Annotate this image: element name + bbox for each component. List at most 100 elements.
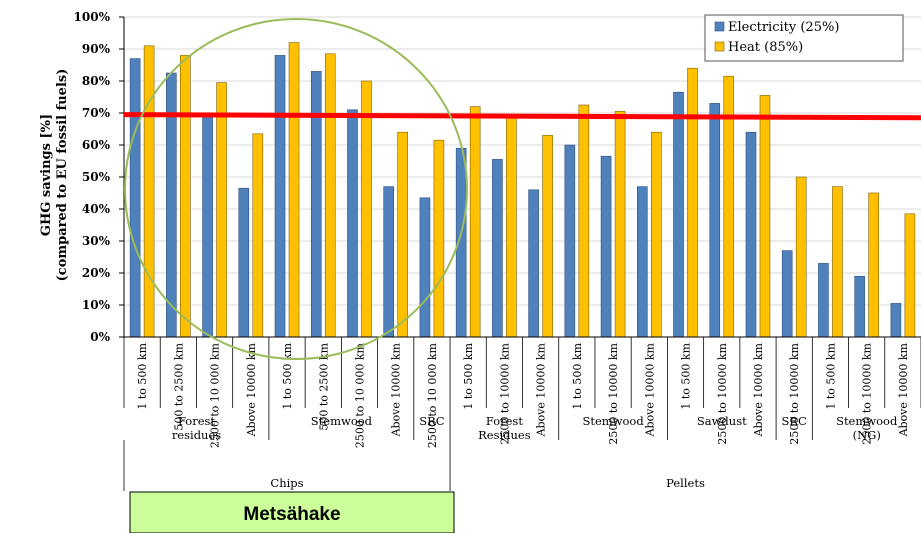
group-label: SRC [782, 414, 808, 428]
group-label: Residues [478, 428, 531, 442]
bar-electricity [492, 159, 503, 338]
bar-heat [469, 106, 481, 338]
y-axis-label-sub: (compared to EU fossil fuels) [55, 69, 70, 282]
group-label: Sawdust [697, 414, 747, 428]
annotations [123, 18, 921, 360]
x-category-label: 2500 to 10000 km [788, 342, 801, 444]
bar-heat [759, 95, 771, 338]
x-category-label: Above 10000 km [390, 342, 403, 437]
bar-electricity [383, 186, 395, 338]
bar-electricity [600, 155, 612, 338]
bar-electricity [202, 114, 213, 338]
supergroup-label: Chips [270, 476, 303, 490]
bar-electricity [528, 189, 539, 338]
group-label: Stemwood [582, 414, 644, 428]
bar-electricity [673, 91, 684, 338]
y-axis-label: GHG savings [%] [39, 114, 54, 236]
bar-electricity [274, 55, 286, 338]
legend-box [704, 14, 904, 62]
legend-swatch-heat [714, 41, 725, 52]
x-axis-category-labels: 1 to 500 km 500 to 2500 km 2500 to 10 000 … [136, 342, 910, 448]
x-category-label: Above 10000 km [535, 342, 548, 437]
bar-electricity [419, 197, 431, 338]
y-tick-label: 20% [82, 266, 111, 280]
bar-electricity [781, 250, 793, 338]
x-category-label: 500 to 2500 km [317, 342, 330, 430]
bar-electricity [890, 303, 902, 338]
x-category-label: Above 10000 km [245, 342, 258, 437]
bar-electricity [854, 275, 865, 338]
bar-electricity [238, 187, 250, 338]
y-tick-label: 40% [82, 202, 111, 216]
bar-electricity [564, 144, 576, 338]
legend-label-electricity: Electricity (25%) [728, 20, 839, 35]
bar-electricity [818, 263, 829, 338]
group-label: Stemwood [836, 414, 898, 428]
bar-heat [578, 104, 590, 338]
x-category-label: 2500 to 10 000 km [354, 342, 367, 448]
x-category-label: 1 to 500 km [136, 342, 149, 409]
bar-heat [397, 131, 409, 338]
x-category-label: 2500 to 10000 km [498, 342, 511, 444]
bar-electricity [636, 186, 648, 338]
x-category-label: 2500 to 10000 km [861, 342, 874, 444]
supergroup-label: Pellets [666, 476, 705, 490]
x-category-label: Above 10000 km [643, 342, 656, 437]
bar-heat [288, 42, 300, 338]
bar-electricity [347, 109, 358, 338]
x-category-label: Above 10000 km [897, 342, 910, 437]
bar-electricity [745, 131, 757, 338]
bar-heat [361, 80, 372, 338]
bar-heat [143, 45, 155, 338]
x-category-label: 1 to 500 km [281, 342, 294, 409]
bar-heat [324, 53, 336, 338]
x-category-label: 2500 to 10000 km [607, 342, 620, 444]
bar-heat [795, 176, 807, 338]
x-category-label: Above 10000 km [752, 342, 765, 437]
y-tick-label: 0% [90, 330, 110, 344]
y-tick-label: 80% [82, 74, 111, 88]
group-label: Forest [178, 414, 215, 428]
x-category-label: 1 to 500 km [571, 342, 584, 409]
x-category-label: 1 to 500 km [824, 342, 837, 409]
y-tick-label: 10% [82, 298, 111, 312]
bar-heat [687, 67, 698, 338]
group-label: Stemwood [311, 414, 373, 428]
y-tick-label: 70% [82, 106, 111, 120]
y-tick-label: 90% [82, 42, 111, 56]
legend: Electricity (25%) Heat (85%) [704, 14, 904, 62]
bar-heat [650, 131, 662, 338]
bar-heat [506, 115, 517, 338]
y-axis-ticks: 0% 10% 20% 30% 40% 50% 60% 70% 80% 90% 100% [74, 10, 124, 344]
legend-label-heat: Heat (85%) [728, 40, 803, 55]
y-tick-label: 100% [74, 10, 111, 24]
bar-heat [904, 213, 916, 338]
reference-line-70pct [123, 112, 921, 121]
bar-electricity [709, 103, 721, 338]
y-tick-label: 30% [82, 234, 111, 248]
highlight-circle [124, 18, 468, 360]
y-tick-label: 50% [82, 170, 111, 184]
bar-electricity [129, 58, 141, 338]
bar-heat [868, 192, 879, 338]
bar-heat [832, 186, 843, 338]
bar-heat [180, 55, 191, 338]
legend-swatch-electricity [714, 21, 725, 32]
bars [129, 42, 916, 338]
metsahake-callout: Metsähake [129, 491, 455, 533]
bar-heat [216, 82, 227, 338]
metsahake-box [129, 491, 455, 533]
bar-heat [252, 133, 264, 338]
x-category-label: 500 to 2500 km [172, 342, 185, 430]
group-label: residues [172, 428, 221, 442]
x-category-label: 2500 to 10000 km [716, 342, 729, 444]
bar-heat [433, 139, 445, 338]
group-label: (NG) [853, 428, 881, 442]
x-category-label: 2500 to 10 000 km [426, 342, 439, 448]
y-tick-label: 60% [82, 138, 111, 152]
bar-heat [542, 135, 553, 338]
x-category-label: 1 to 500 km [680, 342, 693, 409]
x-category-label: 1 to 500 km [462, 342, 475, 409]
